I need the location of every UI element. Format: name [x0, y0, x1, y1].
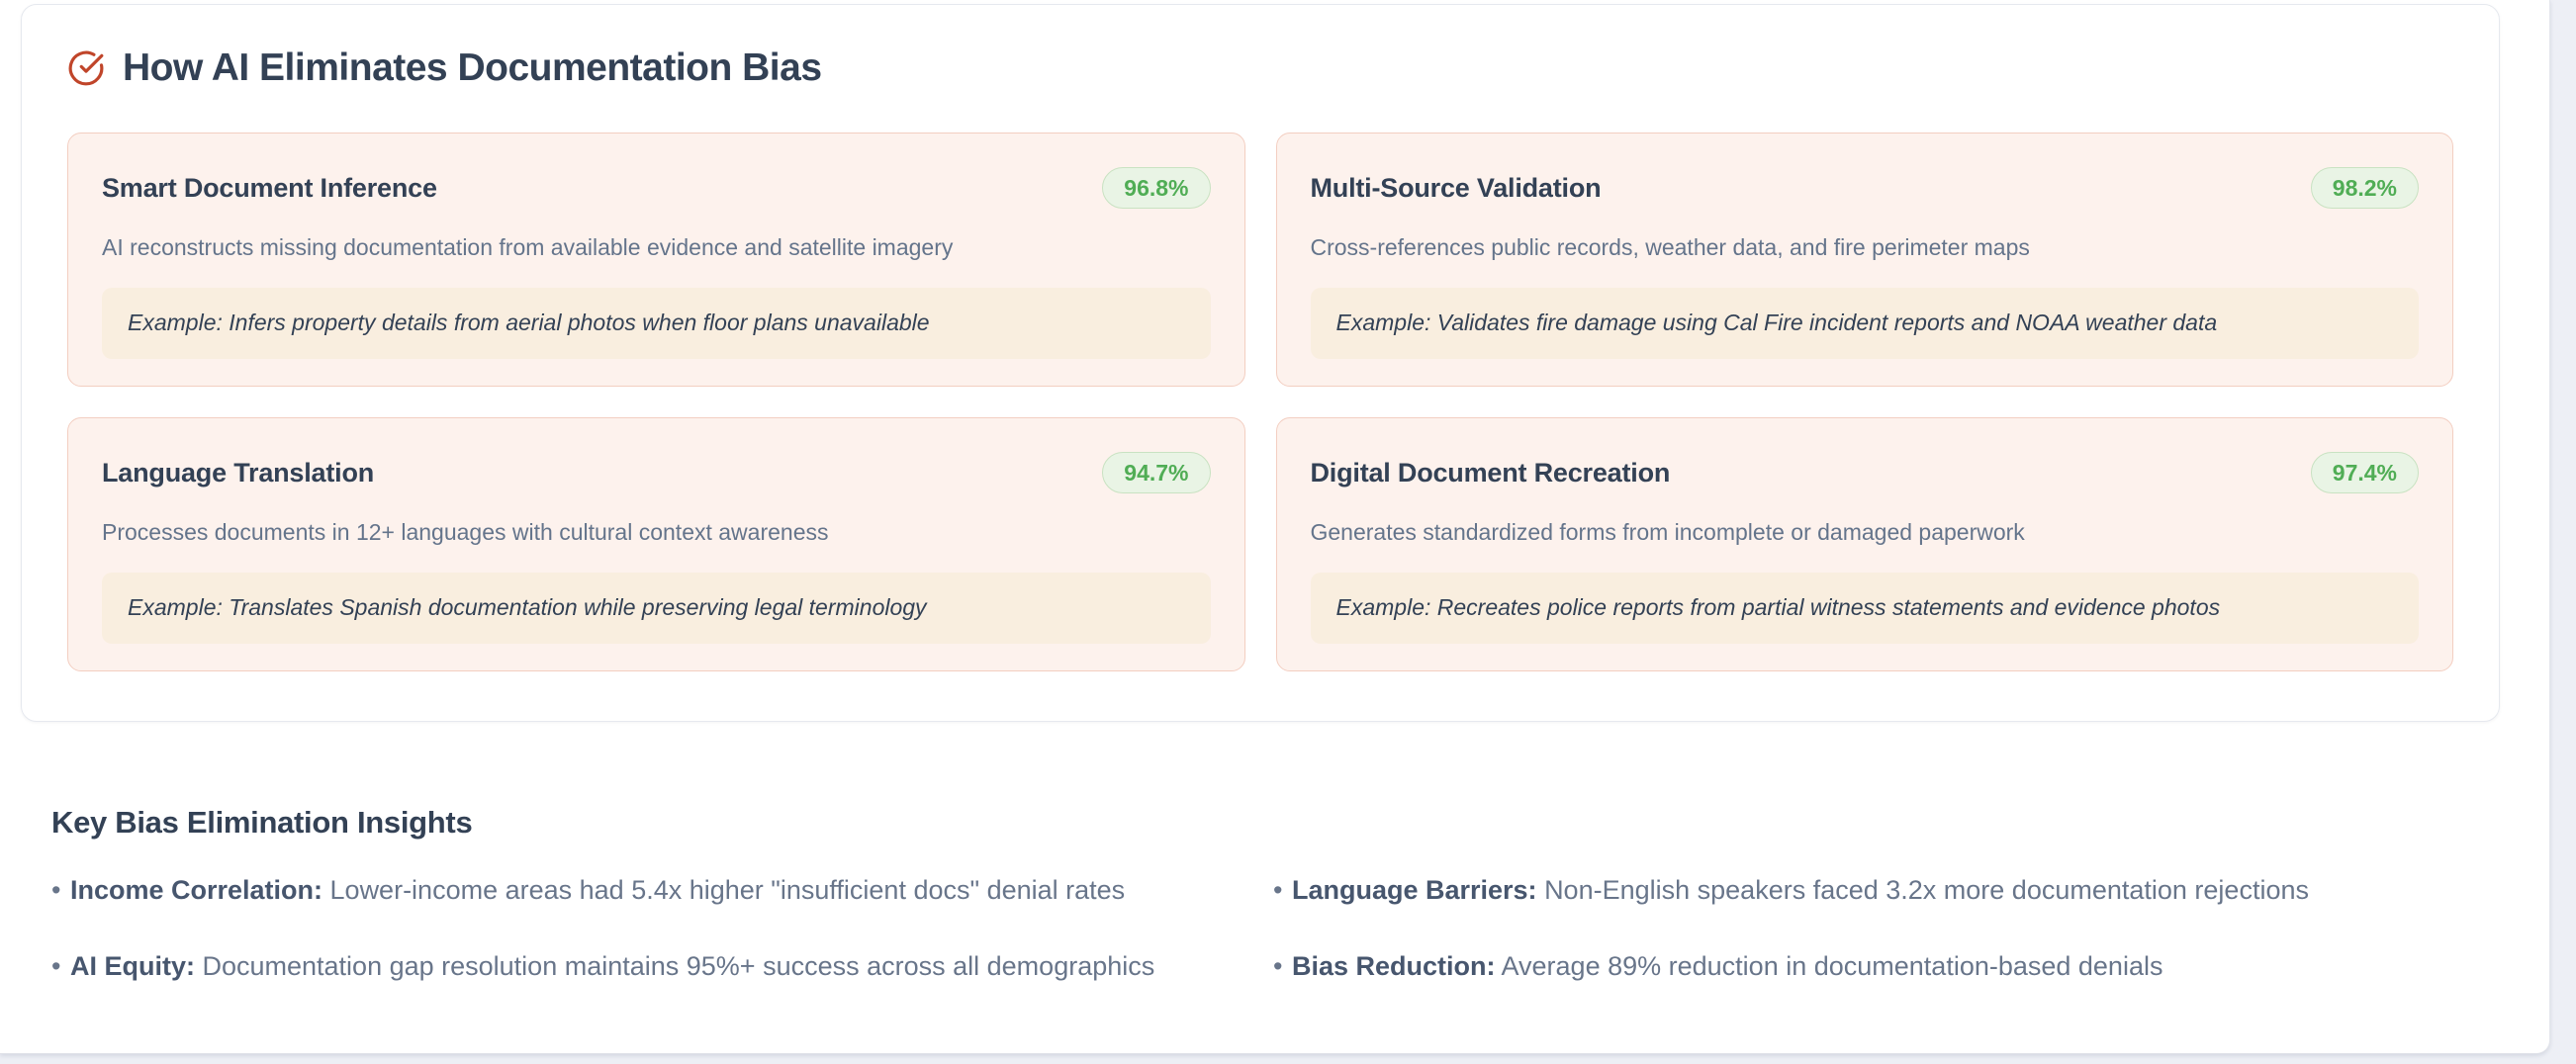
capability-name: Smart Document Inference [102, 172, 437, 203]
capability-example: Example: Validates fire damage using Cal… [1310, 287, 2419, 359]
ai-capabilities-panel: How AI Eliminates Documentation Bias Sma… [21, 4, 2500, 722]
bullet-icon: • [1273, 875, 1283, 905]
insight-item-bias-reduction: • Bias Reduction: Average 89% reduction … [1273, 949, 2485, 984]
capability-description: Processes documents in 12+ languages wit… [102, 519, 829, 545]
insight-item-language-barriers: • Language Barriers: Non-English speaker… [1273, 873, 2485, 908]
insight-text: Average 89% reduction in documentation-b… [1501, 951, 2163, 982]
bullet-icon: • [51, 951, 61, 982]
capability-description: Cross-references public records, weather… [1310, 234, 2030, 260]
accuracy-badge: 96.8% [1102, 166, 1211, 210]
capability-example: Example: Translates Spanish documentatio… [102, 572, 1211, 644]
insight-text: Lower-income areas had 5.4x higher "insu… [329, 875, 1126, 905]
bullet-icon: • [1273, 951, 1283, 982]
capability-card-multi-source-validation: Multi-Source Validation 98.2% Cross-refe… [1275, 133, 2453, 387]
capability-card-digital-document-recreation: Digital Document Recreation 97.4% Genera… [1275, 417, 2453, 671]
insight-item-income-correlation: • Income Correlation: Lower-income areas… [51, 873, 1273, 908]
panel-header: How AI Eliminates Documentation Bias [67, 41, 2453, 96]
card-header: Multi-Source Validation 98.2% [1310, 166, 2419, 210]
bullet-icon: • [51, 875, 61, 905]
card-header: Smart Document Inference 96.8% [102, 166, 1211, 210]
insight-label: Bias Reduction: [1291, 951, 1496, 982]
card-header: Digital Document Recreation 97.4% [1310, 451, 2419, 494]
insights-title: Key Bias Elimination Insights [51, 805, 473, 840]
capability-example: Example: Recreates police reports from p… [1310, 572, 2419, 644]
insights-section: Key Bias Elimination Insights • Income C… [51, 805, 2485, 984]
insight-text: Non-English speakers faced 3.2x more doc… [1544, 875, 2309, 905]
insight-text: Documentation gap resolution maintains 9… [202, 951, 1155, 982]
card-header: Language Translation 94.7% [102, 451, 1211, 494]
capability-card-smart-document-inference: Smart Document Inference 96.8% AI recons… [67, 133, 1245, 387]
insight-label: AI Equity: [69, 951, 195, 982]
capability-name: Language Translation [102, 457, 375, 488]
check-circle-icon [67, 49, 105, 87]
accuracy-badge: 97.4% [2310, 451, 2419, 494]
panel-title: How AI Eliminates Documentation Bias [123, 45, 822, 89]
capability-name: Digital Document Recreation [1310, 457, 1671, 488]
capability-card-language-translation: Language Translation 94.7% Processes doc… [67, 417, 1245, 671]
accuracy-badge: 94.7% [1102, 451, 1211, 494]
insights-grid: • Income Correlation: Lower-income areas… [51, 873, 2485, 984]
capability-cards-grid: Smart Document Inference 96.8% AI recons… [67, 133, 2453, 671]
insight-item-ai-equity: • AI Equity: Documentation gap resolutio… [51, 949, 1273, 984]
capability-example: Example: Infers property details from ae… [102, 287, 1211, 359]
capability-description: AI reconstructs missing documentation fr… [102, 234, 954, 260]
capability-name: Multi-Source Validation [1310, 172, 1602, 203]
insight-label: Income Correlation: [69, 875, 323, 905]
insight-label: Language Barriers: [1291, 875, 1537, 905]
capability-description: Generates standardized forms from incomp… [1310, 519, 2025, 545]
accuracy-badge: 98.2% [2310, 166, 2419, 210]
